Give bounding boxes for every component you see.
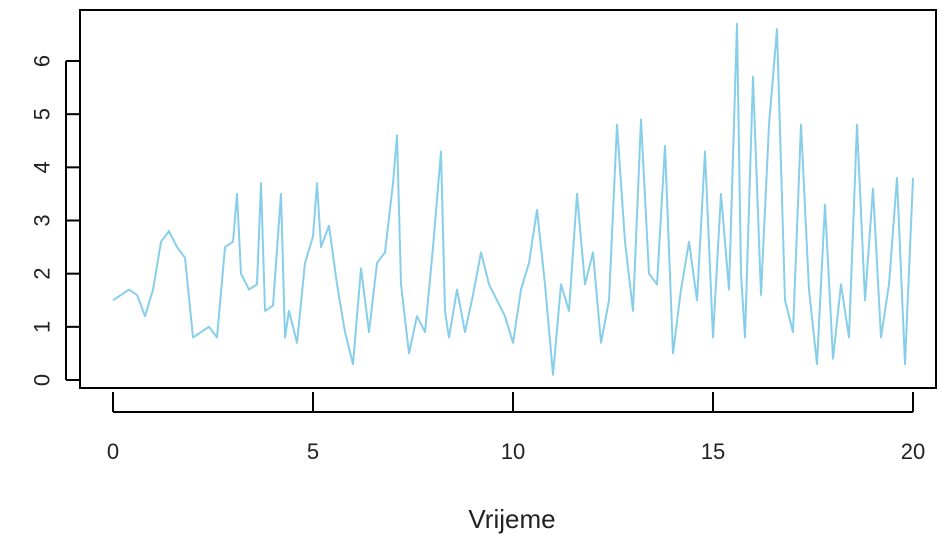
x-axis: 0 5 10 15 20 — [107, 392, 925, 464]
y-tick-label: 1 — [30, 321, 55, 333]
y-tick-label: 3 — [30, 214, 55, 226]
y-tick-label: 6 — [30, 55, 55, 67]
x-tick-label: 0 — [107, 439, 119, 464]
x-tick-label: 5 — [307, 439, 319, 464]
series-line-layer — [112, 22, 914, 376]
y-tick-label: 2 — [30, 268, 55, 280]
x-axis-title: Vrijeme — [468, 504, 555, 534]
y-tick-label: 5 — [30, 108, 55, 120]
y-axis: 0 1 2 3 4 5 6 — [30, 55, 79, 386]
series-line-0 — [112, 22, 914, 376]
y-tick-label: 4 — [30, 161, 55, 173]
y-tick-label: 0 — [30, 374, 55, 386]
x-tick-label: 20 — [901, 439, 925, 464]
x-tick-label: 10 — [501, 439, 525, 464]
x-tick-label: 15 — [701, 439, 725, 464]
plot-frame — [79, 9, 937, 389]
